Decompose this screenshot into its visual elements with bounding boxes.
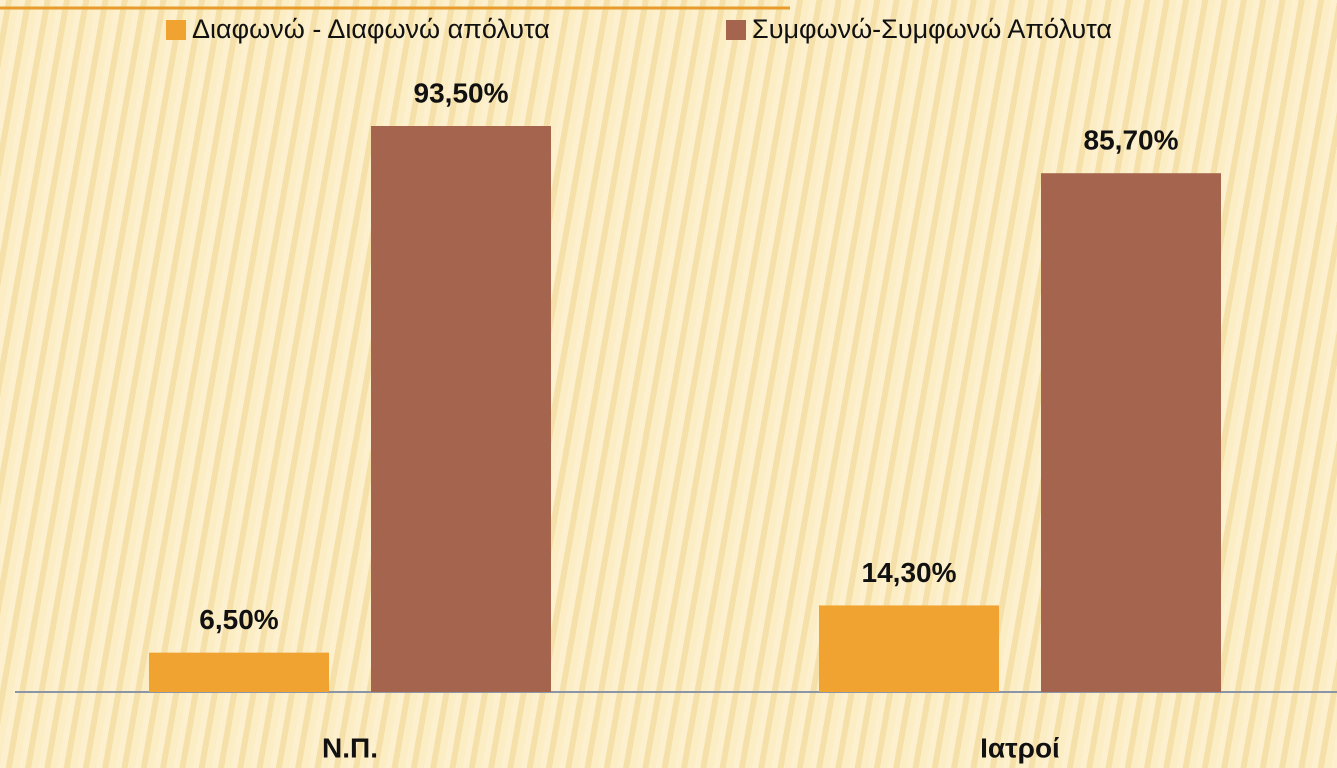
x-tick-label: Ιατροί <box>980 732 1060 763</box>
bar <box>371 126 551 692</box>
bar <box>149 652 329 692</box>
value-label: 85,70% <box>1084 125 1179 156</box>
bar <box>819 605 999 692</box>
value-label: 6,50% <box>199 604 278 635</box>
value-label: 14,30% <box>862 557 957 588</box>
bar <box>1041 173 1221 693</box>
x-tick-label: Ν.Π. <box>322 732 378 763</box>
legend-swatch <box>166 20 186 40</box>
legend-label: Διαφωνώ - Διαφωνώ απόλυτα <box>192 14 550 44</box>
legend-label: Συμφωνώ-Συμφωνώ Απόλυτα <box>752 14 1112 44</box>
value-label: 93,50% <box>414 77 509 108</box>
legend-swatch <box>726 20 746 40</box>
